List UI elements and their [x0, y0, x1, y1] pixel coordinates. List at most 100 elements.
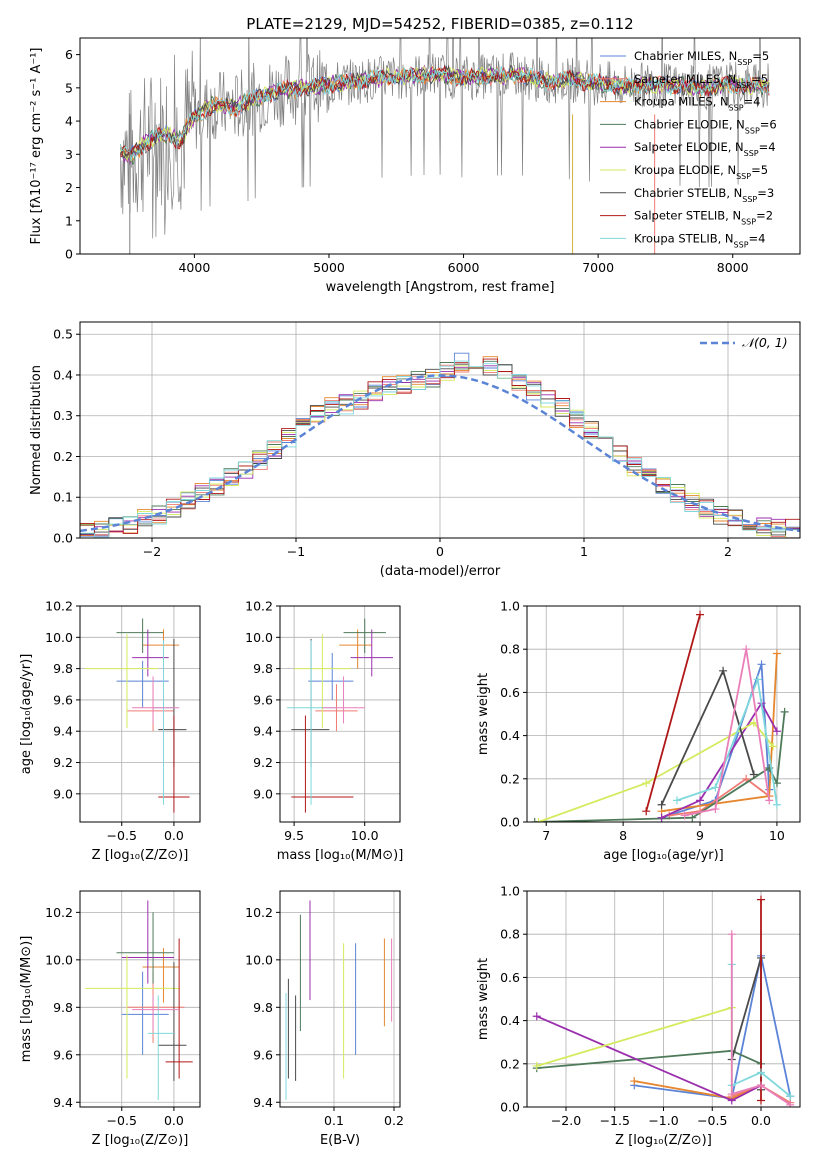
figure-title: PLATE=2129, MJD=54252, FIBERID=0385, z=0… — [246, 15, 633, 33]
mass-weight-marker — [753, 675, 762, 684]
legend-value: =4 — [744, 95, 761, 109]
age-vs-Z-ytick-label: 9.6 — [53, 692, 73, 707]
massweight-vs-age-xtick-label: 7 — [542, 828, 550, 843]
mass-weight-marker — [680, 811, 689, 820]
mass-vs-EBV-ytick-label: 9.6 — [253, 1047, 273, 1062]
age-vs-mass-ytick-label: 9.4 — [253, 724, 273, 739]
spectrum-ytick-label: 2 — [65, 180, 73, 195]
mass-vs-Z-ytick-label: 9.8 — [53, 1000, 73, 1015]
mass-weight-marker — [630, 1077, 639, 1086]
mass-weight-marker — [672, 796, 681, 805]
spectrum-axes: 4000 5000 6000 7000 8000 0 1 2 3 4 5 6 wavelength [A… — [29, 47, 749, 295]
mass-weight-marker — [727, 930, 736, 939]
mass-vs-EBV-ytick-label: 9.8 — [253, 1000, 273, 1015]
legend-label: Salpeter STELIB, NSSP=2 — [634, 209, 773, 227]
mass-weight-line — [534, 711, 786, 822]
massweight-vs-age-xlabel: age [log₁₀(age/yr)] — [603, 848, 724, 863]
residuals-ytick-label: 0.1 — [53, 490, 73, 505]
massweight-vs-age-xtick-label: 8 — [619, 828, 627, 843]
mass-vs-EBV-ytick-label: 9.4 — [253, 1095, 273, 1110]
mass-vs-EBV-xtick-label: 0.2 — [384, 1113, 404, 1128]
legend-label: Chabrier ELODIE, NSSP=6 — [634, 117, 777, 135]
spectrum-model-line — [119, 67, 770, 158]
mass-vs-Z-frame — [79, 890, 201, 1108]
mass-weight-marker — [688, 813, 697, 822]
legend-value: =5 — [751, 163, 768, 177]
residuals-ytick-label: 0.0 — [53, 531, 73, 546]
legend-label: Kroupa MILES, NSSP=4 — [634, 95, 760, 113]
massweight-vs-age-ytick-label: 1.0 — [500, 599, 520, 614]
mass-vs-EBV-frame — [279, 890, 401, 1108]
mass-weight-marker — [719, 666, 728, 675]
massweight-vs-age-ytick-label: 0.4 — [500, 728, 520, 743]
residuals-xlabel: (data-model)/error — [380, 564, 501, 579]
mass-vs-Z-errorbars — [85, 900, 193, 1100]
mass-vs-EBV-xtick-label: 0.1 — [324, 1113, 344, 1128]
mass-weight-marker — [786, 1092, 795, 1101]
massweight-vs-age-ytick-label: 0.6 — [500, 685, 520, 700]
massweight-vs-age-ylabel: mass weight — [476, 673, 491, 755]
mass-weight-marker — [772, 800, 781, 809]
mass-weight-marker — [534, 818, 543, 822]
age-vs-mass-ytick-label: 9.6 — [253, 692, 273, 707]
legend-label: Salpeter ELODIE, NSSP=4 — [634, 140, 776, 158]
mass-vs-EBV-ytick-label: 10.0 — [245, 952, 273, 967]
age-vs-mass-axes: 9.5 10.0 9.0 9.2 9.4 9.6 9.8 10.0 10.2 mass [log₁… — [245, 599, 403, 864]
legend-value: =5 — [752, 49, 769, 63]
residuals-ylabel: Normed distribution — [29, 365, 44, 495]
age-vs-Z-axes: −0.5 0.0 9.0 9.2 9.4 9.6 9.8 10.0 10.2 Z [log₁₀(Z… — [19, 599, 200, 863]
mass-weight-line — [634, 955, 792, 1100]
age-vs-mass-errorbars — [287, 618, 393, 813]
mass-weight-marker — [749, 770, 758, 779]
spectrum-xtick-label: 7000 — [582, 260, 614, 275]
age-vs-mass-ytick-label: 10.0 — [245, 630, 273, 645]
massweight-vs-Z-axes: −2.0 −1.5 −1.0 −0.5 0.0 0.0 0.2 0.4 0.6 0.8 1.0 Z [… — [476, 884, 800, 1148]
age-vs-mass-frame — [279, 605, 401, 823]
age-vs-Z-ytick-label: 9.4 — [53, 724, 73, 739]
age-vs-Z-errorbars — [85, 618, 190, 813]
massweight-vs-Z-ytick-label: 1.0 — [500, 884, 520, 899]
age-vs-mass-ytick-label: 9.0 — [253, 786, 273, 801]
age-vs-mass-ytick-label: 9.2 — [253, 755, 273, 770]
mass-vs-Z-ytick-label: 9.4 — [53, 1095, 73, 1110]
massweight-vs-Z-ytick-label: 0.0 — [500, 1100, 520, 1115]
mass-vs-Z-ytick-label: 9.6 — [53, 1047, 73, 1062]
mass-weight-marker — [642, 807, 651, 816]
spectrum-ytick-label: 4 — [65, 114, 73, 129]
legend-subscript: SSP — [744, 149, 759, 158]
spectrum-lines — [119, 38, 770, 254]
age-vs-Z-frame — [79, 605, 201, 823]
legend-label: Kroupa ELODIE, NSSP=5 — [634, 163, 768, 181]
mass-vs-EBV-axes: 0.1 0.2 9.4 9.6 9.8 10.0 10.2 E(B-V) — [245, 891, 404, 1148]
mass-weight-line — [730, 934, 791, 1106]
massweight-vs-Z-ytick-label: 0.6 — [500, 970, 520, 985]
mass-weight-marker — [657, 813, 666, 822]
residuals-xtick-label: 0 — [436, 544, 444, 559]
spectrum-frame — [79, 37, 801, 255]
residuals-xtick-label: 2 — [724, 544, 732, 559]
massweight-vs-Z-xtick-label: −1.5 — [600, 1113, 630, 1128]
massweight-vs-age-xtick-label: 9 — [696, 828, 704, 843]
residuals-ytick-label: 0.3 — [53, 408, 73, 423]
mass-weight-line — [684, 649, 771, 817]
mass-vs-EBV-ytick-label: 10.2 — [245, 905, 273, 920]
mass-vs-Z-xtick-label: −0.5 — [107, 1113, 137, 1128]
mass-weight-marker — [727, 1090, 736, 1099]
legend-subscript: SSP — [741, 217, 756, 226]
spectrum-model-line — [119, 66, 770, 161]
mass-vs-Z-xtick-label: 0.0 — [164, 1113, 184, 1128]
massweight-vs-Z-ylabel: mass weight — [476, 958, 491, 1040]
legend-subscript: SSP — [729, 103, 744, 112]
mass-weight-marker — [757, 1096, 765, 1105]
age-vs-mass-xlabel: mass [log₁₀(M/M⊙)] — [277, 848, 404, 863]
massweight-vs-age-xtick-label: 10 — [769, 828, 785, 843]
massweight-vs-age-ytick-label: 0.2 — [500, 771, 520, 786]
mass-weight-marker — [642, 779, 651, 788]
age-vs-mass-ytick-label: 10.2 — [245, 599, 273, 614]
massweight-vs-Z-xtick-label: −2.0 — [551, 1113, 581, 1128]
legend-subscript: SSP — [742, 194, 757, 203]
legend-subscript: SSP — [737, 58, 752, 67]
massweight-vs-Z-frame — [526, 890, 801, 1108]
massweight-vs-Z-xlabel: Z [log₁₀(Z/Z⊙)] — [615, 1133, 712, 1148]
